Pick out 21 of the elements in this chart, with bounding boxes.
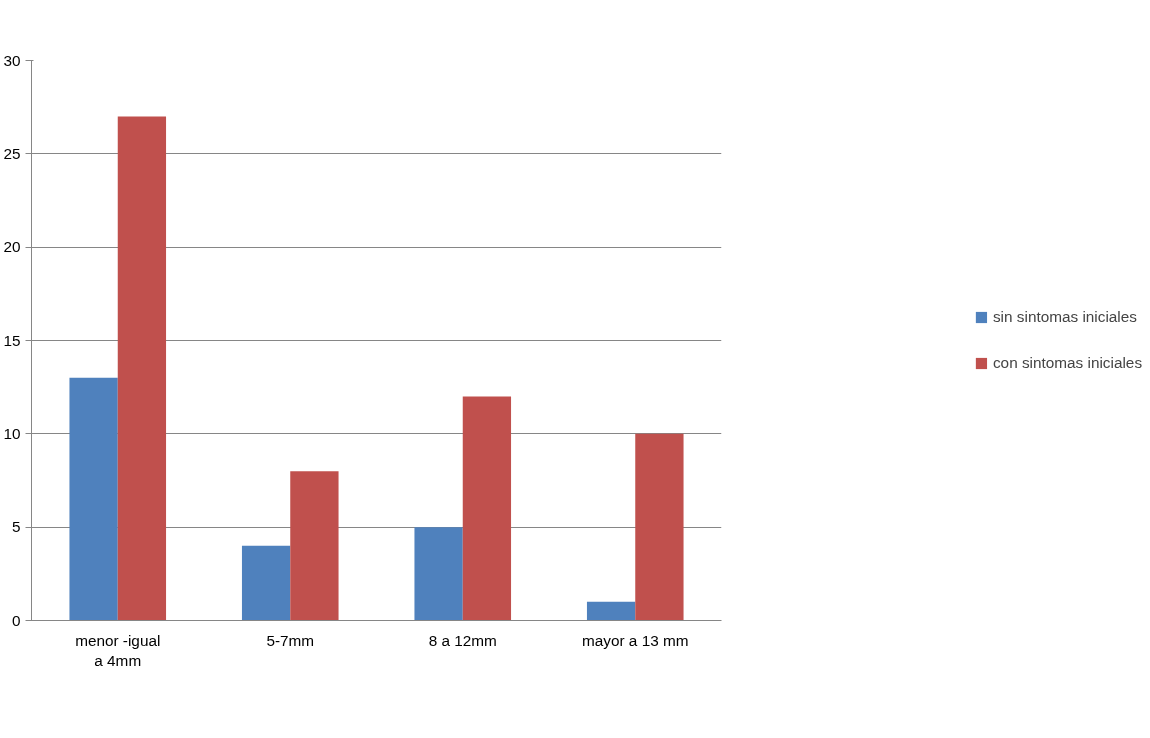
legend-label: sin sintomas iniciales xyxy=(992,308,1137,326)
x-tick-label: 5-7mm xyxy=(266,631,315,649)
bar xyxy=(462,396,512,621)
y-tick-label: 20 xyxy=(3,238,21,256)
x-tick-label: mayor a 13 mm xyxy=(582,631,689,649)
x-tick-label: 8 a 12mm xyxy=(428,631,497,649)
y-tick-label: 25 xyxy=(3,144,21,162)
bar xyxy=(117,116,167,621)
y-tick-label: 5 xyxy=(11,518,21,536)
bar xyxy=(241,545,291,621)
bar xyxy=(69,377,118,621)
bar xyxy=(414,527,463,621)
bar xyxy=(586,601,636,621)
x-tick-label: menor -igual a 4mm xyxy=(75,631,161,669)
bar xyxy=(635,433,684,621)
y-tick-label: 15 xyxy=(3,331,21,349)
y-tick-label: 10 xyxy=(3,424,21,442)
bar xyxy=(290,471,339,621)
y-tick-label: 30 xyxy=(3,51,21,69)
y-tick-label: 0 xyxy=(11,611,21,629)
legend-label: con sintomas iniciales xyxy=(992,354,1143,372)
